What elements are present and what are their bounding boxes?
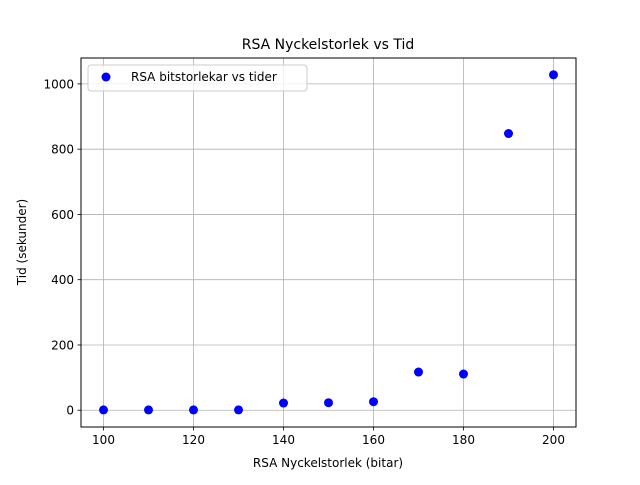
- grid-lines: [81, 58, 576, 427]
- x-tick-label: 160: [362, 433, 385, 447]
- y-axis-label: Tid (sekunder): [15, 199, 29, 286]
- legend: RSA bitstorlekar vs tider: [87, 64, 308, 92]
- x-tick-label: 140: [272, 433, 295, 447]
- data-point: [324, 398, 333, 408]
- y-tick-label: 400: [51, 273, 74, 287]
- y-tick-label: 600: [51, 208, 74, 222]
- y-tick-label: 200: [51, 338, 74, 352]
- data-point: [234, 405, 243, 415]
- x-tick-label: 100: [92, 433, 115, 447]
- y-tick-label: 800: [51, 143, 74, 157]
- legend-marker: [101, 72, 111, 82]
- data-point: [549, 70, 558, 80]
- data-point: [279, 398, 288, 408]
- x-tick-label: 120: [182, 433, 205, 447]
- chart-title: RSA Nyckelstorlek vs Tid: [242, 37, 415, 53]
- data-point: [369, 397, 378, 407]
- x-axis-label: RSA Nyckelstorlek (bitar): [253, 456, 403, 470]
- y-tick-label: 1000: [43, 77, 74, 91]
- plot-frame: [80, 57, 577, 428]
- data-point: [99, 405, 108, 415]
- y-tick-label: 0: [66, 404, 74, 418]
- data-point: [144, 405, 153, 415]
- x-tick-label: 200: [542, 433, 565, 447]
- legend-label: RSA bitstorlekar vs tider: [131, 70, 277, 84]
- data-point: [504, 129, 513, 139]
- x-tick-label: 180: [452, 433, 475, 447]
- data-point: [189, 405, 198, 415]
- legend-box: [87, 64, 308, 92]
- axis-ticks: 100 120 140 160 180 200 0 200 400 600 800 1000: [43, 77, 565, 447]
- data-points: [99, 70, 558, 415]
- data-point: [459, 369, 468, 379]
- data-point: [414, 367, 423, 377]
